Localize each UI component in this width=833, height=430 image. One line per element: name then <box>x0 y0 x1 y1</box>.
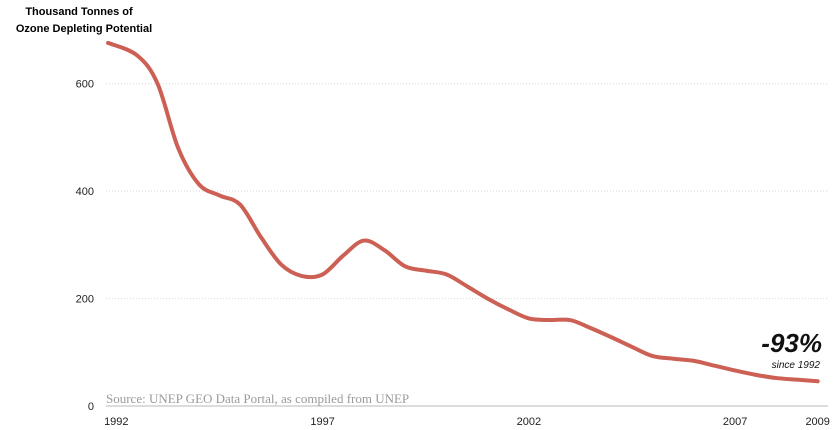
source-note: Source: UNEP GEO Data Portal, as compile… <box>106 391 409 406</box>
grid-lines <box>106 83 828 300</box>
y-tick-label-400: 400 <box>76 186 94 198</box>
y-axis-title-line-1: Thousand Tonnes of <box>25 6 133 18</box>
series-lines <box>106 40 820 384</box>
y-axis-title: Thousand Tonnes of Ozone Depleting Poten… <box>16 6 152 35</box>
y-axis-title-line-2: Ozone Depleting Potential <box>16 23 152 35</box>
x-tick-label-2007: 2007 <box>723 416 747 428</box>
x-tick-labels: 1992 1997 2002 2007 2009 <box>104 416 830 428</box>
change-value: -93% <box>761 328 822 358</box>
change-label: since 1992 <box>772 360 821 371</box>
y-tick-label-0: 0 <box>88 401 94 413</box>
x-tick-label-2009: 2009 <box>805 416 829 428</box>
y-tick-labels: 0 200 400 600 <box>76 79 94 413</box>
y-tick-label-600: 600 <box>76 79 94 91</box>
series-line-0 <box>106 40 820 384</box>
x-tick-label-1992: 1992 <box>104 416 128 428</box>
x-tick-label-1997: 1997 <box>310 416 334 428</box>
y-tick-label-200: 200 <box>76 294 94 306</box>
x-tick-label-2002: 2002 <box>517 416 541 428</box>
